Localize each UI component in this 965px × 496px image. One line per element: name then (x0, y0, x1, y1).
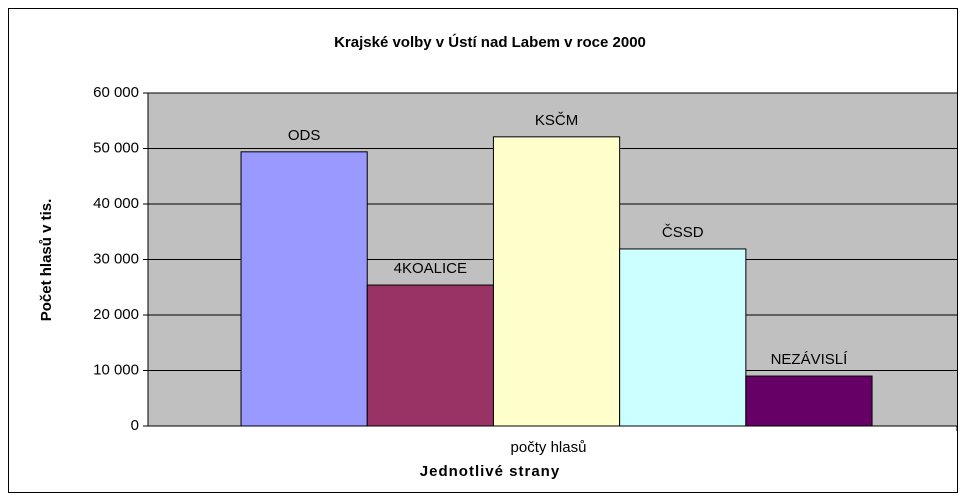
chart-title: Krajské volby v Ústí nad Labem v roce 20… (334, 33, 646, 51)
y-tick-label: 0 (131, 417, 139, 434)
x-axis-label: Jednotlivé strany (420, 463, 560, 480)
data-label: NEZÁVISLÍ (771, 351, 849, 368)
y-tick-label: 50 000 (93, 139, 139, 156)
bar (366, 284, 494, 427)
y-tick-label: 10 000 (93, 361, 139, 378)
data-label: ČSSD (662, 224, 704, 241)
bar (492, 136, 621, 427)
data-label: ODS (288, 127, 321, 144)
data-label: 4KOALICE (394, 260, 467, 277)
y-axis-label: Počet hlasů v tis. (38, 199, 55, 322)
x-tick-label: počty hlasů (511, 439, 587, 456)
y-tick-label: 30 000 (93, 250, 139, 267)
y-tick-label: 20 000 (93, 306, 139, 323)
data-label: KSČM (535, 112, 578, 129)
bar (745, 375, 873, 427)
bar (619, 248, 747, 427)
bar (240, 151, 368, 427)
y-tick-label: 60 000 (93, 84, 139, 101)
y-tick-label: 40 000 (93, 195, 139, 212)
